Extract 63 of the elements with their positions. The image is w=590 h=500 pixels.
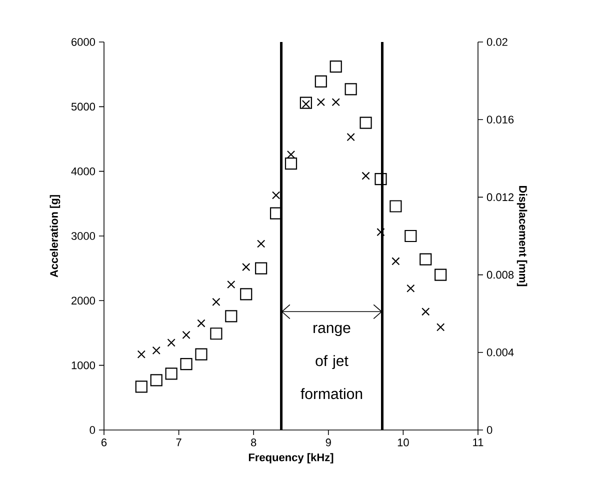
point xyxy=(332,98,340,106)
point xyxy=(195,348,208,360)
text: range of jet formation xyxy=(300,324,362,400)
point xyxy=(302,100,310,108)
y2-tick-label: 0.008 xyxy=(486,270,514,279)
y2-axis-title: Displacement [mm] xyxy=(516,186,528,286)
y-tick-label: 1000 xyxy=(72,361,96,370)
y-tick-label: 5000 xyxy=(71,102,96,111)
y2-tick-label: 0 xyxy=(486,426,492,434)
point xyxy=(404,230,417,242)
x-tick-label: 9 xyxy=(326,438,331,446)
y-axis-title: Acceleration [g] xyxy=(50,195,60,278)
point xyxy=(284,158,298,170)
point xyxy=(180,358,192,370)
y2-tick-label: 0.016 xyxy=(486,116,514,124)
point xyxy=(406,284,415,292)
point xyxy=(182,330,190,340)
y2-tick-label: 0.004 xyxy=(486,348,514,356)
y2-tick-label: 0.02 xyxy=(486,38,508,46)
point xyxy=(152,346,160,355)
x-tick-label: 8 xyxy=(251,438,256,446)
point xyxy=(197,319,206,328)
x-tick-label: 6 xyxy=(102,438,107,446)
point xyxy=(165,368,178,380)
point xyxy=(420,253,432,266)
point xyxy=(242,262,250,272)
point xyxy=(167,338,176,347)
point xyxy=(272,191,280,200)
point xyxy=(390,200,402,212)
point xyxy=(227,280,236,289)
y2-tick-label: 0.012 xyxy=(486,193,514,202)
point xyxy=(374,173,387,186)
point xyxy=(376,228,385,236)
point xyxy=(434,268,447,281)
x-tick-label: 7 xyxy=(176,438,182,446)
point xyxy=(150,374,162,386)
point xyxy=(360,116,372,129)
point xyxy=(392,257,400,266)
point xyxy=(212,298,220,306)
point xyxy=(210,328,222,340)
point xyxy=(314,75,327,88)
x-tick-label: 11 xyxy=(473,438,484,446)
point xyxy=(135,380,148,393)
point xyxy=(300,96,312,109)
y-tick-label: 6000 xyxy=(72,38,96,46)
point xyxy=(422,308,430,316)
point xyxy=(436,323,445,332)
y-tick-label: 3000 xyxy=(71,232,96,240)
y-tick-label: 2000 xyxy=(72,296,96,305)
point xyxy=(330,60,342,73)
y-tick-label: 0 xyxy=(90,426,96,434)
point xyxy=(255,262,268,274)
point xyxy=(137,350,146,358)
point xyxy=(362,172,370,180)
point xyxy=(346,132,355,142)
x-axis-title: Frequency [kHz] xyxy=(248,453,334,464)
y-tick-label: 4000 xyxy=(71,167,96,176)
x-tick-label: 10 xyxy=(398,438,409,446)
point xyxy=(256,240,266,248)
point xyxy=(240,288,252,300)
point xyxy=(344,83,357,96)
point xyxy=(316,98,325,106)
point xyxy=(225,310,238,322)
